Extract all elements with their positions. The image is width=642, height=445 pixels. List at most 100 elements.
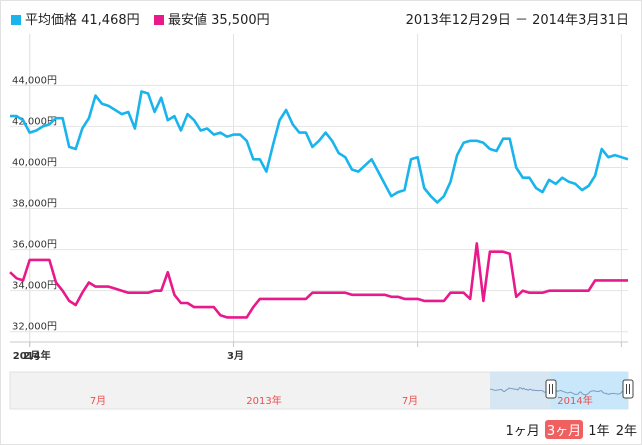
data-point[interactable] bbox=[284, 108, 288, 112]
data-point[interactable] bbox=[409, 157, 413, 161]
range-button-1-month[interactable]: 1ヶ月 bbox=[505, 424, 540, 439]
data-point[interactable] bbox=[310, 145, 314, 149]
data-point[interactable] bbox=[8, 270, 12, 274]
data-point[interactable] bbox=[93, 93, 97, 97]
data-point[interactable] bbox=[514, 165, 518, 169]
data-point[interactable] bbox=[47, 258, 51, 262]
data-point[interactable] bbox=[626, 278, 630, 282]
data-point[interactable] bbox=[560, 289, 564, 293]
data-point[interactable] bbox=[527, 176, 531, 180]
data-point[interactable] bbox=[14, 276, 18, 280]
data-point[interactable] bbox=[264, 297, 268, 301]
data-point[interactable] bbox=[152, 110, 156, 114]
range-button-1-year[interactable]: 1年 bbox=[588, 424, 610, 439]
data-point[interactable] bbox=[205, 305, 209, 309]
data-point[interactable] bbox=[21, 118, 25, 122]
data-point[interactable] bbox=[527, 291, 531, 295]
data-point[interactable] bbox=[402, 188, 406, 192]
data-point[interactable] bbox=[304, 297, 308, 301]
data-point[interactable] bbox=[120, 112, 124, 116]
data-point[interactable] bbox=[126, 110, 130, 114]
data-point[interactable] bbox=[185, 301, 189, 305]
data-point[interactable] bbox=[28, 130, 32, 134]
data-point[interactable] bbox=[350, 167, 354, 171]
data-point[interactable] bbox=[330, 291, 334, 295]
data-point[interactable] bbox=[185, 112, 189, 116]
data-point[interactable] bbox=[60, 289, 64, 293]
data-point[interactable] bbox=[567, 180, 571, 184]
data-point[interactable] bbox=[100, 284, 104, 288]
data-point[interactable] bbox=[74, 303, 78, 307]
data-point[interactable] bbox=[21, 278, 25, 282]
data-point[interactable] bbox=[600, 278, 604, 282]
data-point[interactable] bbox=[172, 114, 176, 118]
data-point[interactable] bbox=[415, 155, 419, 159]
data-point[interactable] bbox=[166, 270, 170, 274]
data-point[interactable] bbox=[501, 137, 505, 141]
data-point[interactable] bbox=[593, 278, 597, 282]
data-point[interactable] bbox=[514, 295, 518, 299]
data-point[interactable] bbox=[34, 128, 38, 132]
navigator-right-handle[interactable] bbox=[622, 379, 634, 399]
range-button-3-months[interactable]: 3ヶ月 bbox=[544, 420, 584, 439]
data-point[interactable] bbox=[534, 186, 538, 190]
data-point[interactable] bbox=[442, 194, 446, 198]
data-point[interactable] bbox=[521, 289, 525, 293]
data-point[interactable] bbox=[238, 315, 242, 319]
data-point[interactable] bbox=[613, 278, 617, 282]
data-point[interactable] bbox=[41, 258, 45, 262]
data-point[interactable] bbox=[554, 289, 558, 293]
data-point[interactable] bbox=[146, 291, 150, 295]
data-point[interactable] bbox=[80, 291, 84, 295]
data-point[interactable] bbox=[126, 291, 130, 295]
navigator-left-handle[interactable] bbox=[545, 379, 557, 399]
data-point[interactable] bbox=[461, 291, 465, 295]
data-point[interactable] bbox=[258, 157, 262, 161]
data-point[interactable] bbox=[291, 297, 295, 301]
data-point[interactable] bbox=[494, 250, 498, 254]
data-point[interactable] bbox=[337, 291, 341, 295]
data-point[interactable] bbox=[586, 289, 590, 293]
data-point[interactable] bbox=[343, 155, 347, 159]
data-point[interactable] bbox=[113, 286, 117, 290]
data-point[interactable] bbox=[317, 139, 321, 143]
data-point[interactable] bbox=[87, 280, 91, 284]
data-point[interactable] bbox=[573, 289, 577, 293]
data-point[interactable] bbox=[606, 155, 610, 159]
data-point[interactable] bbox=[113, 108, 117, 112]
data-point[interactable] bbox=[442, 299, 446, 303]
data-point[interactable] bbox=[218, 130, 222, 134]
data-point[interactable] bbox=[60, 116, 64, 120]
data-point[interactable] bbox=[54, 280, 58, 284]
data-point[interactable] bbox=[560, 176, 564, 180]
data-point[interactable] bbox=[547, 289, 551, 293]
data-point[interactable] bbox=[218, 313, 222, 317]
data-point[interactable] bbox=[383, 293, 387, 297]
data-point[interactable] bbox=[508, 252, 512, 256]
data-point[interactable] bbox=[74, 147, 78, 151]
data-point[interactable] bbox=[277, 297, 281, 301]
data-point[interactable] bbox=[396, 190, 400, 194]
data-point[interactable] bbox=[626, 157, 630, 161]
data-point[interactable] bbox=[212, 305, 216, 309]
data-point[interactable] bbox=[534, 291, 538, 295]
navigator[interactable]: 7月 2013年 7月 2014年 bbox=[9, 371, 634, 410]
handle-grip[interactable] bbox=[622, 379, 634, 399]
data-point[interactable] bbox=[172, 293, 176, 297]
data-point[interactable] bbox=[409, 297, 413, 301]
data-point[interactable] bbox=[271, 297, 275, 301]
data-point[interactable] bbox=[212, 132, 216, 136]
data-point[interactable] bbox=[383, 182, 387, 186]
data-point[interactable] bbox=[422, 299, 426, 303]
data-point[interactable] bbox=[363, 163, 367, 167]
data-point[interactable] bbox=[100, 102, 104, 106]
data-point[interactable] bbox=[567, 289, 571, 293]
data-point[interactable] bbox=[28, 258, 32, 262]
data-point[interactable] bbox=[455, 291, 459, 295]
data-point[interactable] bbox=[120, 289, 124, 293]
data-point[interactable] bbox=[291, 122, 295, 126]
data-point[interactable] bbox=[613, 153, 617, 157]
data-point[interactable] bbox=[455, 153, 459, 157]
data-point[interactable] bbox=[586, 184, 590, 188]
data-point[interactable] bbox=[192, 305, 196, 309]
